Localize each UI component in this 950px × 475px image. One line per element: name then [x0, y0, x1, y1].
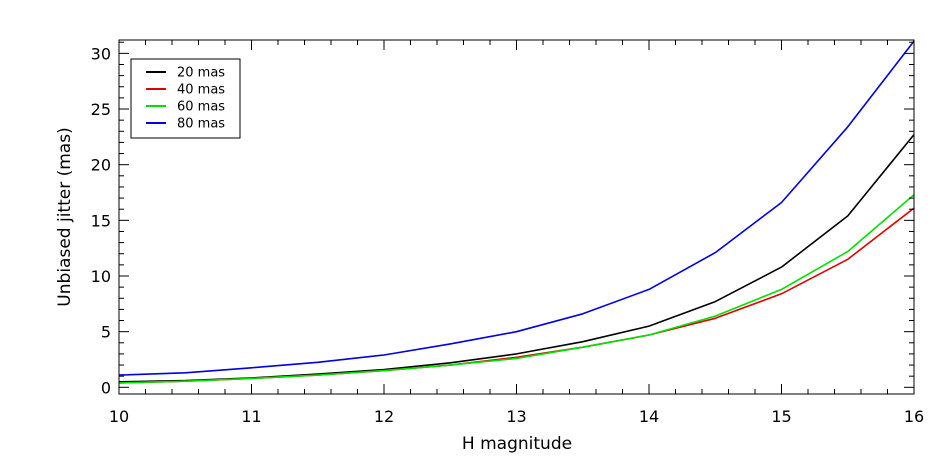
- axis-ticks: [118, 40, 915, 394]
- legend-label: 80 mas: [177, 117, 225, 132]
- y-axis-title: Unbiased jitter (mas): [55, 127, 75, 306]
- series-line-80-mas: [118, 40, 915, 376]
- x-tick-label: 11: [241, 407, 261, 426]
- y-tick-label: 20: [91, 156, 111, 175]
- series-line-20-mas: [118, 134, 915, 383]
- x-axis-title: H magnitude: [462, 434, 572, 454]
- x-tick-label: 13: [506, 407, 526, 426]
- y-tick-label: 5: [101, 323, 111, 342]
- y-tick-label: 0: [101, 378, 111, 397]
- legend-label: 60 mas: [177, 100, 225, 115]
- legend-label: 40 mas: [177, 83, 225, 98]
- x-tick-label: 16: [904, 407, 924, 426]
- tick-labels: 10 11 12 13 14 15 16 0 5 10 15 20 25 30: [91, 44, 925, 426]
- x-tick-label: 10: [109, 407, 129, 426]
- y-tick-label: 15: [91, 211, 111, 230]
- x-tick-label: 14: [639, 407, 659, 426]
- x-tick-label: 15: [771, 407, 791, 426]
- series-line-40-mas: [118, 207, 915, 384]
- x-tick-label: 12: [374, 407, 394, 426]
- series-line-60-mas: [118, 194, 915, 384]
- y-tick-label: 10: [91, 267, 111, 286]
- y-tick-label: 25: [91, 100, 111, 119]
- series-group: [118, 40, 915, 384]
- y-tick-label: 30: [91, 44, 111, 63]
- legend-label: 20 mas: [177, 66, 225, 81]
- legend: 20 mas 40 mas 60 mas 80 mas: [130, 58, 241, 139]
